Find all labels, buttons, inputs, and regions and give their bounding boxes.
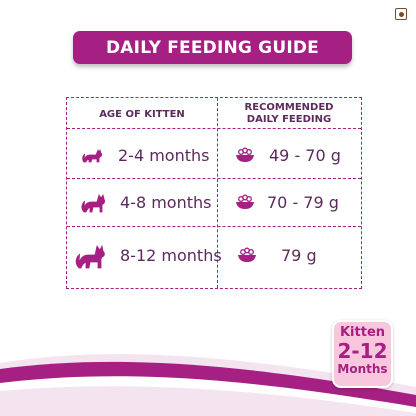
age-label: 8-12 months (120, 245, 222, 265)
table-row: 49 - 70 g (217, 143, 361, 167)
veg-mark-icon (395, 8, 407, 20)
cat-icon (81, 194, 106, 213)
table-row: 2-4 months (67, 143, 217, 167)
row-divider (67, 226, 361, 227)
decorative-wave (0, 354, 416, 416)
kitten-age-badge: Kitten 2-12 Months (332, 320, 393, 388)
header-recommended-line2: DAILY FEEDING (246, 114, 332, 125)
header-recommended: RECOMMENDED DAILY FEEDING (217, 102, 361, 126)
row-divider (67, 178, 361, 179)
table-row: 4-8 months (67, 189, 217, 215)
cat-icon (82, 148, 103, 163)
table-row: 70 - 79 g (217, 189, 361, 215)
table-row: 79 g (217, 243, 361, 267)
food-bowl-icon (236, 194, 254, 209)
table-row: 8-12 months (67, 238, 222, 272)
badge-unit: Months (337, 362, 388, 376)
row-divider (67, 128, 361, 129)
amount-label: 49 - 70 g (269, 145, 341, 165)
age-label: 4-8 months (120, 192, 212, 212)
header-age: AGE OF KITTEN (99, 109, 185, 120)
age-label: 2-4 months (118, 145, 210, 165)
amount-label: 70 - 79 g (267, 192, 339, 212)
amount-label: 79 g (281, 245, 317, 265)
feeding-table: AGE OF KITTEN RECOMMENDED DAILY FEEDING … (66, 97, 362, 289)
food-bowl-icon (238, 247, 256, 262)
title-banner: DAILY FEEDING GUIDE (73, 31, 352, 64)
badge-range: 2-12 (337, 339, 388, 363)
header-recommended-line1: RECOMMENDED (244, 102, 334, 113)
page-title: DAILY FEEDING GUIDE (106, 37, 319, 58)
badge-brand: Kitten (339, 325, 386, 340)
column-divider (217, 98, 218, 288)
cat-icon (75, 244, 105, 269)
food-bowl-icon (236, 147, 254, 162)
